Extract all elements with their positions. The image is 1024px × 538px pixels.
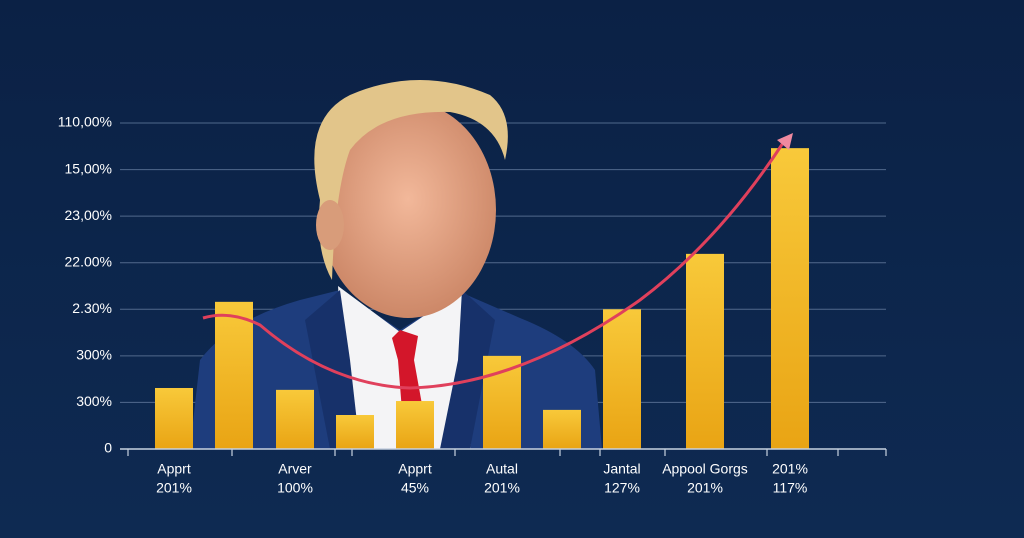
y-tick-label: 300% [76,393,112,409]
bar [686,253,724,449]
bar [336,415,374,449]
y-tick-label: 0 [104,440,112,456]
y-tick-label: 15,00% [65,160,112,176]
y-tick-label: 23,00% [65,207,112,223]
x-tick-sublabel: 201% [687,480,723,496]
bar [276,389,314,449]
bar [543,409,581,449]
y-tick-label: 110,00% [58,114,112,130]
x-tick-label: Autal [486,461,518,477]
x-tick-label: Jantal [603,461,640,477]
bar-layer [155,148,809,450]
bar [396,401,434,449]
x-tick-label: Apprt [157,461,191,477]
bar [603,309,641,449]
y-tick-label: 2.30% [72,300,112,316]
x-tick-sublabel: 201% [484,480,520,496]
x-tick-label: Apprt [398,461,432,477]
x-tick-sublabel: 100% [277,480,313,496]
x-tick-label: Appool Gorgs [662,461,748,477]
trend-arrowhead [777,133,793,150]
bar [215,301,253,449]
x-tick-sublabel: 127% [604,480,640,496]
y-tick-label: 300% [76,347,112,363]
x-tick-sublabel: 45% [401,480,429,496]
y-tick-label: 22.00% [65,253,112,269]
bar [155,387,193,449]
trend-curve [202,139,787,390]
bar [771,148,809,450]
bar [483,355,521,449]
x-tick-sublabel: 117% [773,480,808,496]
x-tick-label: Arver [278,461,312,477]
x-tick-label: 201% [772,461,808,477]
x-tick-sublabel: 201% [156,480,192,496]
